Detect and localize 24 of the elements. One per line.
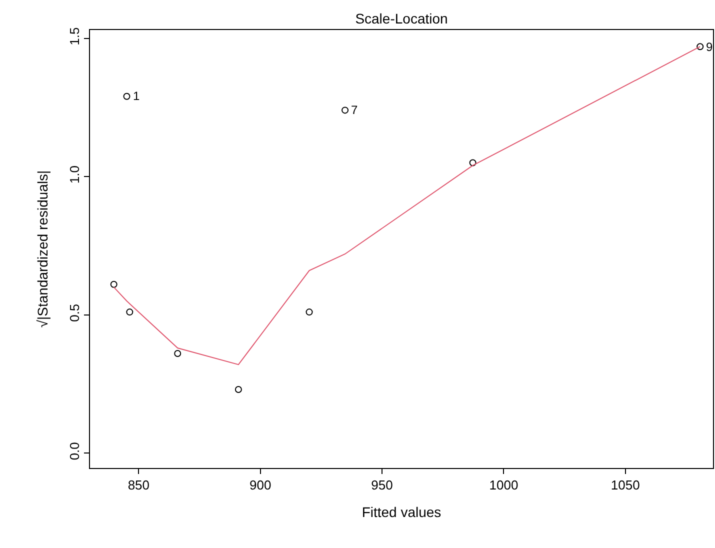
point	[123, 92, 130, 100]
annotation: 9	[706, 40, 713, 54]
y-tick-label: 0.5	[66, 304, 82, 322]
point	[306, 308, 313, 316]
point	[342, 106, 349, 114]
x-axis-title: Fitted values	[362, 504, 442, 520]
point	[469, 159, 476, 166]
x-tick-label: 1000	[489, 478, 518, 493]
annotation: 1	[133, 89, 140, 103]
annotation: 7	[351, 103, 358, 117]
point	[126, 308, 134, 316]
point	[174, 350, 182, 358]
y-tick-label: 0.0	[66, 442, 82, 460]
x-tick-label: 1050	[610, 478, 640, 493]
x-tick-label: 900	[250, 478, 272, 493]
point	[696, 43, 704, 50]
chart-title: Scale-Location	[355, 10, 448, 26]
y-axis-title: √|Standardized residuals|	[34, 170, 50, 328]
x-tick-label: 850	[128, 478, 150, 493]
point	[110, 280, 118, 288]
x-tick-label: 950	[371, 478, 393, 493]
point	[234, 386, 242, 393]
y-tick-label: 1.5	[66, 27, 82, 46]
y-tick-label: 1.0	[66, 166, 82, 184]
